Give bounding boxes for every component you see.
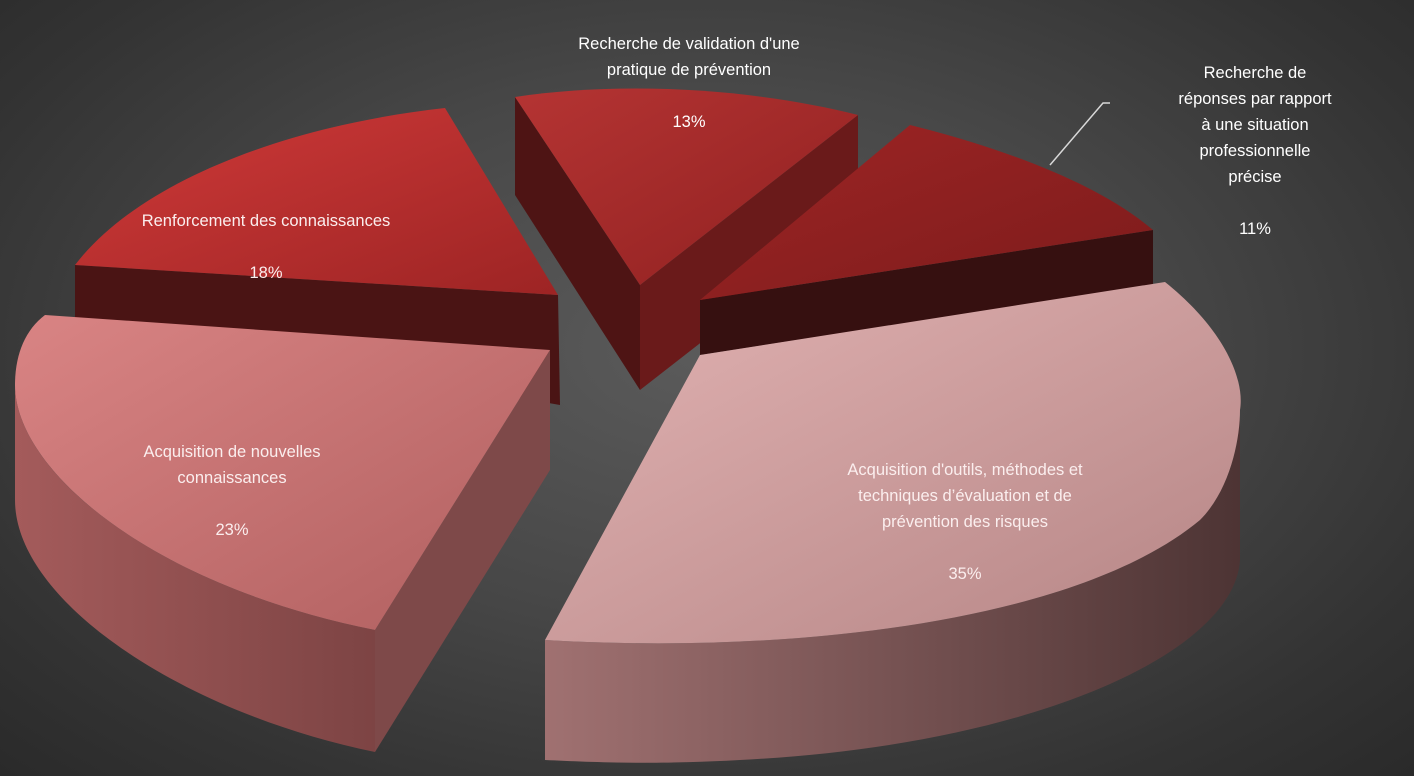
label-nouvelles: Acquisition de nouvelles connaissances 2… — [143, 413, 320, 543]
slice-nouvelles-top — [15, 315, 550, 630]
slice-validation-side-right — [640, 115, 858, 390]
slice-nouvelles — [15, 315, 550, 752]
slice-reponses-top — [700, 125, 1153, 300]
slice-validation-top — [515, 88, 858, 285]
label-validation-text: Recherche de validation d'une pratique d… — [578, 35, 800, 79]
slice-outils-outer-side — [545, 410, 1240, 763]
slice-validation-side-left — [515, 97, 640, 390]
label-reponses-text: Recherche de réponses par rapport à une … — [1178, 64, 1332, 186]
label-outils: Acquisition d'outils, méthodes et techni… — [847, 431, 1082, 587]
label-reponses-percent: 11% — [1239, 220, 1271, 238]
label-renforcement-text: Renforcement des connaissances — [141, 212, 391, 230]
label-reponses: Recherche de réponses par rapport à une … — [1176, 34, 1335, 242]
label-outils-text: Acquisition d'outils, méthodes et techni… — [847, 461, 1083, 531]
slice-reponses-side — [700, 230, 1153, 355]
label-validation: Recherche de validation d'une pratique d… — [578, 5, 799, 135]
label-nouvelles-percent: 23% — [215, 521, 249, 539]
slice-outils-top — [545, 282, 1241, 644]
label-validation-percent: 13% — [672, 113, 706, 131]
slice-renforcement-top — [75, 108, 558, 295]
label-leader-line — [1049, 102, 1110, 166]
slice-outils — [545, 282, 1241, 763]
slice-nouvelles-cut-side — [375, 350, 550, 752]
slice-nouvelles-outer-side — [15, 385, 375, 752]
label-renforcement: Renforcement des connaissances 18% — [142, 182, 391, 286]
slice-validation — [515, 88, 858, 390]
slice-reponses — [700, 125, 1153, 355]
label-nouvelles-text: Acquisition de nouvelles connaissances — [143, 443, 321, 487]
label-outils-percent: 35% — [948, 565, 982, 583]
label-renforcement-percent: 18% — [249, 264, 283, 282]
